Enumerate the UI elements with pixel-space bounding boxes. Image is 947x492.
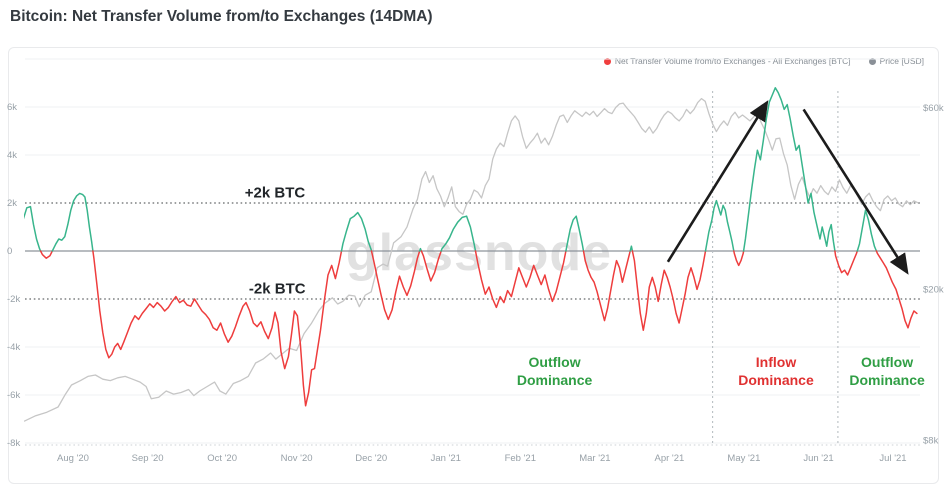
x-axis-label: May '21: [727, 453, 760, 464]
y-axis-label-left: -4k: [7, 342, 20, 353]
x-axis-label: Aug '20: [57, 453, 89, 464]
x-axis-label: Apr '21: [654, 453, 684, 464]
chart-legend: Net Transfer Volume from/to Exchanges - …: [603, 56, 924, 66]
net-transfer-line-segment: [420, 250, 442, 282]
chart-panel: Net Transfer Volume from/to Exchanges - …: [8, 47, 939, 484]
y-axis-label-left: -8k: [7, 438, 20, 449]
y-axis-label-right: $20k: [923, 284, 944, 295]
net-transfer-line-segment: [340, 211, 373, 252]
annotation-plus-2k-btc: +2k BTC: [244, 184, 306, 202]
y-axis-label-left: 0: [7, 246, 12, 257]
x-axis-label: Jul '21: [879, 453, 906, 464]
net-transfer-line-segment: [440, 215, 477, 252]
net-transfer-line-segment: [582, 250, 631, 322]
glassnode-watermark: glassnode: [345, 224, 613, 282]
trend-arrow: [666, 100, 769, 263]
net-transfer-line-segment: [39, 250, 54, 259]
net-transfer-line-segment: [856, 209, 878, 252]
x-axis-label: Mar '21: [579, 453, 610, 464]
x-axis-label: Dec '20: [355, 453, 387, 464]
price-line: [24, 97, 919, 422]
trend-arrow: [802, 108, 909, 275]
x-axis-label: Jun '21: [803, 453, 833, 464]
net-transfer-line-segment: [24, 205, 42, 252]
net-transfer-line-segment: [92, 250, 343, 407]
y-axis-label-left: -6k: [7, 390, 20, 401]
net-transfer-line-segment: [629, 245, 634, 252]
y-axis-label-right: $8k: [923, 436, 939, 447]
y-axis-label-left: -2k: [7, 294, 20, 305]
y-axis-label-left: 6k: [7, 102, 17, 113]
x-axis-label: Jan '21: [431, 453, 461, 464]
y-axis-label-left: 2k: [7, 198, 17, 209]
net-transfer-line-segment: [875, 250, 918, 329]
net-transfer-line-segment: [370, 250, 421, 321]
net-transfer-line-segment: [733, 250, 745, 267]
net-transfer-line-segment: [51, 192, 94, 252]
annotation-outflow-dominance-2: Outflow Dominance: [849, 353, 925, 388]
net-transfer-line-segment: [565, 215, 585, 252]
x-axis-label: Feb '21: [505, 453, 536, 464]
legend-item-net-transfer[interactable]: Net Transfer Volume from/to Exchanges - …: [603, 56, 851, 66]
net-transfer-line-segment: [631, 250, 707, 331]
annotation-minus-2k-btc: -2k BTC: [248, 280, 306, 298]
x-axis-label: Oct '20: [207, 453, 237, 464]
x-axis-label: Sep '20: [132, 453, 164, 464]
y-axis-label-right: $60k: [923, 103, 944, 114]
net-transfer-legend-label: Net Transfer Volume from/to Exchanges - …: [614, 56, 851, 66]
annotation-inflow-dominance: Inflow Dominance: [738, 353, 814, 388]
net-transfer-line-segment: [704, 199, 735, 252]
annotation-outflow-dominance-1: Outflow Dominance: [516, 353, 593, 388]
chart-title: Bitcoin: Net Transfer Volume from/to Exc…: [10, 8, 433, 25]
net-transfer-line-segment: [834, 250, 859, 276]
x-axis-label: Nov '20: [281, 453, 313, 464]
legend-item-price[interactable]: Price [USD]: [868, 56, 924, 66]
price-legend-dot-icon: [868, 57, 876, 65]
net-transfer-line-segment: [474, 250, 567, 309]
y-axis-label-left: 4k: [7, 150, 17, 161]
net-transfer-legend-dot-icon: [603, 57, 611, 65]
net-transfer-line-segment: [418, 247, 423, 252]
price-legend-label: Price [USD]: [879, 56, 924, 66]
net-transfer-line-segment: [742, 87, 836, 252]
